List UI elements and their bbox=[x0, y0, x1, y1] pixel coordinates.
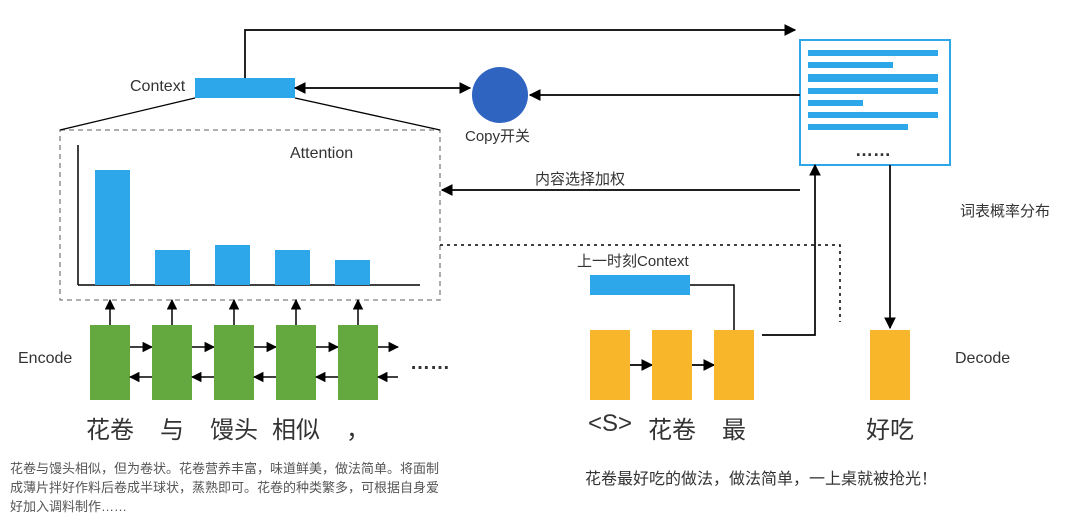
attention-bar bbox=[95, 170, 130, 285]
decoder-token: <S> bbox=[578, 410, 642, 438]
encoder-cell bbox=[276, 325, 316, 400]
decoder-cell bbox=[590, 330, 630, 400]
encoder-cell bbox=[90, 325, 130, 400]
vocab-doc-line bbox=[808, 74, 938, 82]
doc-dots: …… bbox=[855, 140, 891, 161]
encoder-cell bbox=[152, 325, 192, 400]
decoder-output-cell bbox=[870, 330, 910, 400]
encoder-token: 花卷 bbox=[80, 410, 140, 445]
decoder-token: 花卷 bbox=[640, 410, 704, 445]
vocab-dist-label: 词表概率分布 bbox=[960, 200, 1050, 221]
attention-bar bbox=[155, 250, 190, 285]
attention-bar bbox=[215, 245, 250, 285]
attention-bar bbox=[275, 250, 310, 285]
vocab-doc-line bbox=[808, 124, 908, 130]
encoder-cell bbox=[214, 325, 254, 400]
target-paragraph: 花卷最好吃的做法，做法简单，一上桌就被抢光！ bbox=[585, 468, 1055, 491]
decoder-output-token: 好吃 bbox=[858, 410, 922, 445]
encode-label: Encode bbox=[18, 350, 72, 368]
vocab-doc-line bbox=[808, 88, 938, 94]
decode-label: Decode bbox=[955, 350, 1010, 368]
encoder-dots: …… bbox=[410, 352, 450, 375]
vocab-doc-line bbox=[808, 62, 893, 68]
vocab-doc-line bbox=[808, 100, 863, 106]
vocab-doc-line bbox=[808, 50, 938, 56]
decoder-cell bbox=[652, 330, 692, 400]
attention-label: Attention bbox=[290, 145, 353, 163]
attention-bar bbox=[335, 260, 370, 285]
vocab-doc-line bbox=[808, 112, 938, 118]
encoder-token: 馒头 bbox=[204, 410, 264, 445]
prev-context-box bbox=[590, 275, 690, 295]
context-label: Context bbox=[130, 78, 185, 96]
copy-switch-label: Copy开关 bbox=[465, 125, 530, 146]
encoder-token: ， bbox=[328, 410, 388, 445]
prev-context-label: 上一时刻Context bbox=[577, 250, 689, 271]
encoder-token: 相似 bbox=[266, 410, 326, 445]
context-box bbox=[195, 78, 295, 98]
decoder-cell bbox=[714, 330, 754, 400]
encoder-token: 与 bbox=[142, 410, 202, 445]
encoder-cell bbox=[338, 325, 378, 400]
content-select-label: 内容选择加权 bbox=[535, 168, 625, 189]
source-paragraph: 花卷与馒头相似，但为卷状。花卷营养丰富，味道鲜美，做法简单。将面制成薄片拌好作料… bbox=[10, 460, 450, 517]
copy-switch-node bbox=[472, 67, 528, 123]
decoder-token: 最 bbox=[702, 410, 766, 445]
